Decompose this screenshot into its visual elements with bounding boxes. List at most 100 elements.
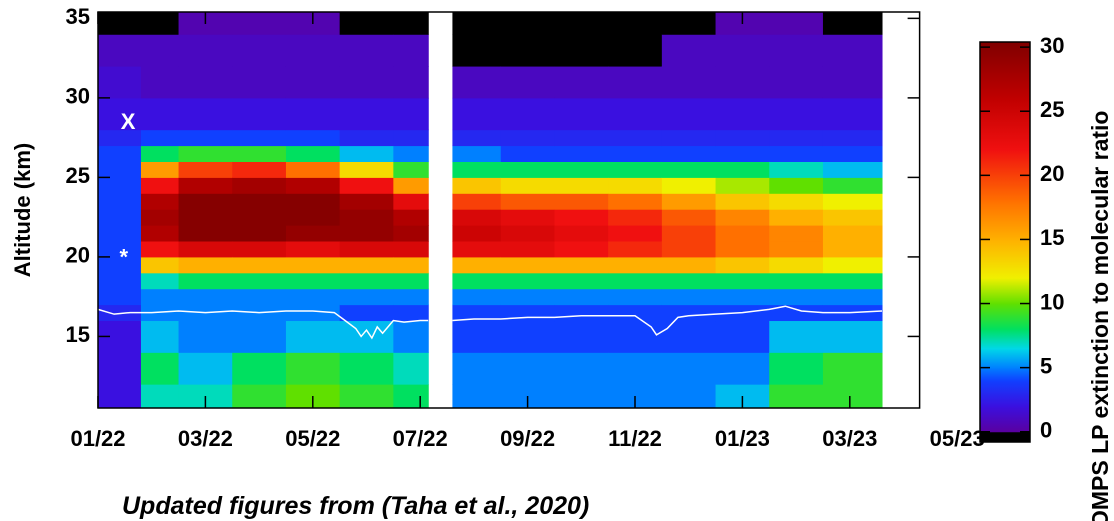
heatmap-cell <box>178 241 233 258</box>
heatmap-cell <box>178 352 233 385</box>
heatmap-cell <box>769 209 824 226</box>
heatmap-cell <box>140 66 180 99</box>
heatmap-cell <box>554 241 609 258</box>
heatmap-cell <box>822 177 883 194</box>
heatmap-cell <box>822 241 883 258</box>
heatmap-cell <box>608 320 663 353</box>
heatmap-cell <box>452 225 502 242</box>
heatmap-cell <box>452 320 502 353</box>
heatmap-cell <box>769 241 824 258</box>
heatmap-cell <box>393 97 429 131</box>
heatmap-cell <box>140 145 180 162</box>
heatmap-cell <box>769 384 824 409</box>
heatmap-cell <box>769 320 824 353</box>
colorbar-segment <box>980 42 1030 99</box>
heatmap-cell <box>285 209 341 226</box>
heatmap-cell <box>500 129 555 147</box>
heatmap-cell <box>393 209 429 226</box>
heatmap-cell <box>285 161 341 178</box>
heatmap-cell <box>178 161 233 178</box>
heatmap-cell <box>339 352 394 385</box>
heatmap-cell <box>452 193 502 210</box>
heatmap-cell <box>500 177 555 194</box>
heatmap-cell <box>178 209 233 226</box>
heatmap-cell <box>769 352 824 385</box>
heatmap-cell <box>98 12 142 35</box>
colorbar-tick-label: 25 <box>1040 97 1064 122</box>
heatmap-cell <box>715 161 770 178</box>
heatmap-cell <box>140 241 180 258</box>
heatmap-cell <box>769 66 824 99</box>
heatmap-cell <box>232 129 287 147</box>
line <box>97 305 883 340</box>
heatmap-cell <box>769 12 824 35</box>
heatmap-cell <box>393 145 429 162</box>
heatmap-cell <box>285 145 341 162</box>
heatmap-cell <box>554 384 609 409</box>
heatmap-cell <box>140 384 180 409</box>
heatmap-cell <box>500 145 555 162</box>
heatmap-cell <box>715 66 770 99</box>
colorbar-tick-label: 15 <box>1040 225 1064 250</box>
heatmap-cell <box>554 272 609 290</box>
heatmap-cell <box>715 225 770 242</box>
colorbar-segment <box>980 200 1030 240</box>
heatmap-cell <box>232 209 287 226</box>
heatmap-cell <box>178 129 233 147</box>
heatmap-cell <box>339 145 394 162</box>
heatmap-cell <box>715 193 770 210</box>
heatmap-cell <box>393 161 429 178</box>
heatmap-cell <box>661 12 717 35</box>
heatmap-cell <box>661 241 717 258</box>
heatmap-cell <box>339 34 394 67</box>
heatmap-cell <box>285 193 341 210</box>
heatmap-cell <box>769 129 824 147</box>
heatmap-cell <box>822 256 883 274</box>
colorbar-segment <box>980 348 1030 369</box>
heatmap-cell <box>822 193 883 210</box>
heatmap-cell <box>140 288 180 306</box>
heatmap-cell <box>285 225 341 242</box>
heatmap-cell <box>822 225 883 242</box>
heatmap-cell <box>608 352 663 385</box>
heatmap-cell <box>98 193 142 210</box>
colorbar-segment <box>980 406 1030 433</box>
heatmap-cell <box>661 177 717 194</box>
colorbar-tick-label: 0 <box>1040 418 1052 443</box>
heatmap-cell <box>178 34 233 67</box>
heatmap-cell <box>140 193 180 210</box>
heatmap-cell <box>140 12 180 35</box>
heatmap-cell <box>554 161 609 178</box>
heatmap-cell <box>661 97 717 131</box>
heatmap <box>98 12 883 409</box>
annotation: X <box>121 109 136 134</box>
colorbar-label: OMPS LP extinction to molecular ratio <box>1087 111 1113 521</box>
heatmap-cell <box>232 352 287 385</box>
heatmap-cell <box>339 320 394 353</box>
heatmap-cell <box>554 256 609 274</box>
heatmap-cell <box>393 288 429 306</box>
x-tick-label: 07/22 <box>393 426 448 451</box>
heatmap-cell <box>608 145 663 162</box>
heatmap-cell <box>393 193 429 210</box>
heatmap-cell <box>393 272 429 290</box>
heatmap-cell <box>608 66 663 99</box>
heatmap-cell <box>140 161 180 178</box>
heatmap-cell <box>140 209 180 226</box>
colorbar-segment <box>980 98 1030 151</box>
annotation: * <box>119 244 128 269</box>
heatmap-cell <box>339 161 394 178</box>
heatmap-cell <box>393 66 429 99</box>
heatmap-cell <box>452 241 502 258</box>
heatmap-cell <box>98 66 142 99</box>
heatmap-cell <box>822 129 883 147</box>
heatmap-cell <box>452 288 502 306</box>
heatmap-cell <box>232 272 287 290</box>
heatmap-cell <box>500 225 555 242</box>
heatmap-cell <box>554 34 609 67</box>
heatmap-cell <box>661 304 717 322</box>
heatmap-cell <box>339 12 394 35</box>
heatmap-cell <box>98 34 142 67</box>
heatmap-cell <box>822 209 883 226</box>
